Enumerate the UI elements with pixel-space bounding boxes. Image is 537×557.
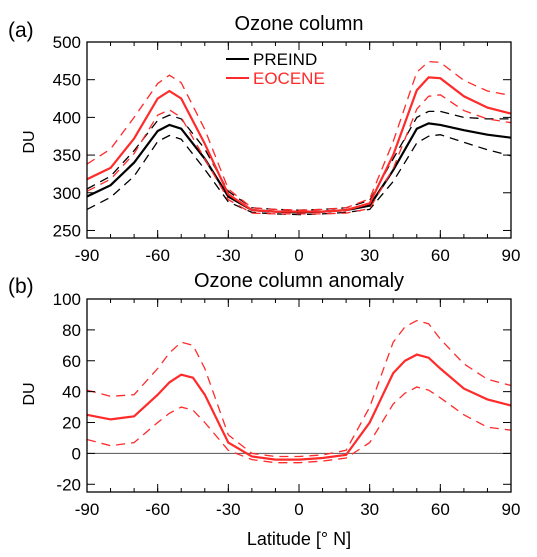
anomaly-lower-dashed-line (86, 386, 512, 464)
x-tick-label: 0 (294, 500, 303, 519)
y-tick-label: 500 (53, 33, 81, 52)
y-tick-label: 350 (53, 146, 81, 165)
panel-a-series-group (86, 60, 512, 216)
x-tick-label: 60 (431, 500, 450, 519)
y-tick-label: 250 (53, 221, 81, 240)
y-tick-label: 60 (62, 352, 81, 371)
y-tick-label: 300 (53, 184, 81, 203)
x-tick-label: 0 (294, 246, 303, 265)
eocene-upper-dashed-line (86, 60, 512, 211)
y-tick-label: 400 (53, 108, 81, 127)
x-axis-label: Latitude [° N] (247, 529, 351, 549)
panel-a-title: Ozone column (235, 13, 364, 35)
panel-a-y-axis-label: DU (21, 130, 38, 153)
legend-label-preind: PREIND (253, 50, 317, 69)
preind-lower-dashed-line (86, 134, 512, 216)
y-tick-label: 20 (62, 414, 81, 433)
x-tick-label: 90 (502, 500, 521, 519)
preind-series-line (86, 122, 512, 214)
x-tick-label: -90 (75, 246, 100, 265)
panel-b-label: (b) (8, 275, 34, 298)
x-tick-label: 30 (360, 246, 379, 265)
y-tick-label: 100 (53, 290, 81, 309)
x-tick-label: 60 (431, 246, 450, 265)
x-tick-label: -90 (75, 500, 100, 519)
y-tick-label: -20 (56, 475, 81, 494)
panel-ozone-column-anomaly: (b) Ozone column anomaly DU -90 -60 -30 0 30… (8, 270, 520, 549)
panel-a-label: (a) (8, 19, 34, 42)
y-tick-label: 40 (62, 383, 81, 402)
x-tick-label: -60 (145, 246, 170, 265)
anomaly-series-line (86, 353, 512, 461)
panel-b-title: Ozone column anomaly (194, 270, 404, 292)
panel-b-series-group (86, 319, 512, 464)
x-tick-label: 30 (360, 500, 379, 519)
panel-a-legend: PREIND EOCENE (226, 50, 325, 88)
y-tick-label: 80 (62, 321, 81, 340)
y-tick-label: 450 (53, 71, 81, 90)
panel-b-y-axis-label: DU (21, 382, 38, 405)
y-tick-label: 0 (72, 444, 81, 463)
panel-ozone-column: (a) Ozone column DU -90 -60 -30 0 30 60 90 250 3… (8, 13, 520, 265)
anomaly-upper-dashed-line (86, 319, 512, 458)
eocene-series-line (86, 76, 512, 213)
panel-a-axes: -90 -60 -30 0 30 60 90 250 300 350 400 450 500 (53, 33, 521, 265)
x-tick-label: -30 (216, 246, 241, 265)
legend-label-eocene: EOCENE (253, 69, 325, 88)
x-tick-label: -30 (216, 500, 241, 519)
x-tick-label: 90 (502, 246, 521, 265)
eocene-lower-dashed-line (86, 94, 512, 215)
panel-b-axes: -90 -60 -30 0 30 60 90 -20 0 20 40 60 80 100 (53, 290, 521, 519)
x-tick-label: -60 (145, 500, 170, 519)
